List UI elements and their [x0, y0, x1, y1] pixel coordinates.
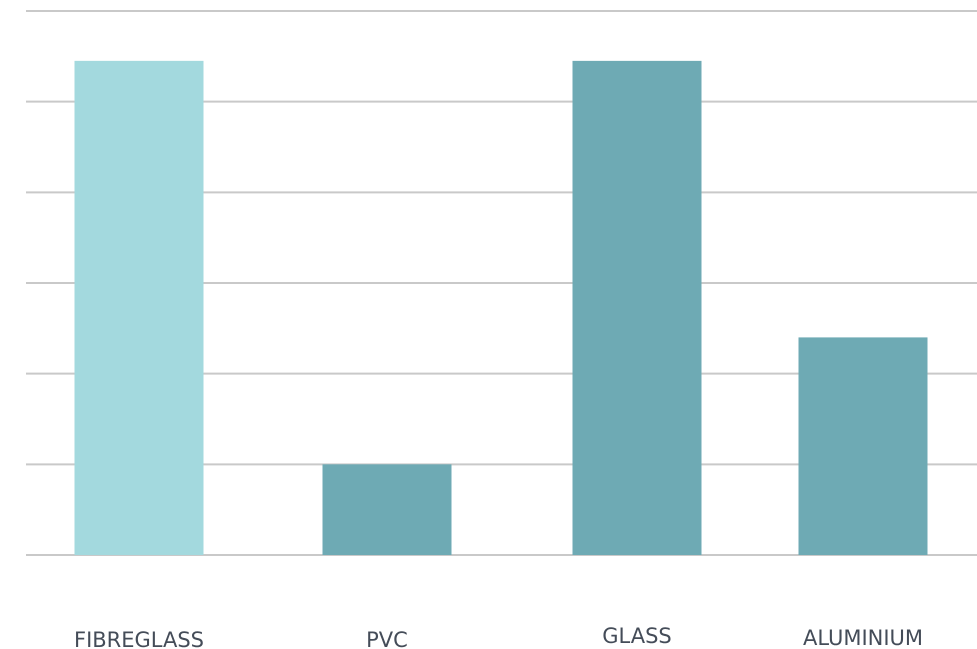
bar-pvc	[322, 464, 452, 555]
x-tick-label-glass: GLASS	[602, 624, 671, 648]
bar-fibreglass	[74, 60, 204, 555]
bar-series	[74, 60, 928, 555]
bar-aluminium	[798, 337, 928, 555]
x-tick-label-fibreglass: FIBREGLASS	[74, 628, 204, 649]
x-tick-label-aluminium: ALUMINIUM	[803, 626, 923, 649]
x-tick-label-pvc: PVC	[366, 628, 408, 649]
bar-glass	[572, 60, 702, 555]
x-axis-tick-labels: FIBREGLASS PVC GLASS ALUMINIUM	[74, 624, 923, 649]
